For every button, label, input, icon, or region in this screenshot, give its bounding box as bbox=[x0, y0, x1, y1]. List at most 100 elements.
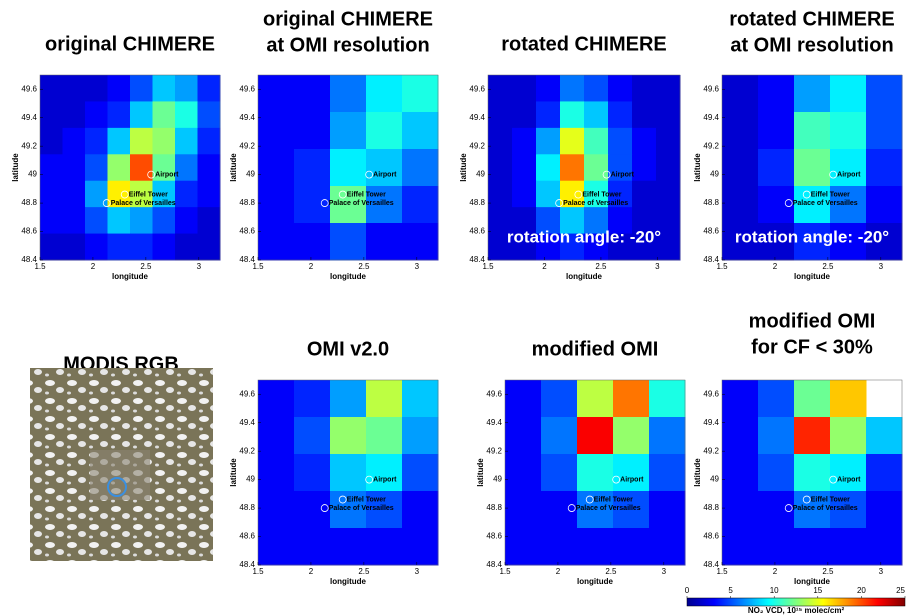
heat-cell bbox=[366, 528, 403, 566]
heat-cell bbox=[198, 128, 221, 155]
x-tick-label: 2.5 bbox=[595, 262, 607, 271]
x-tick-label: 2.5 bbox=[605, 567, 617, 576]
heat-cell bbox=[258, 112, 295, 150]
heat-cell bbox=[577, 528, 614, 566]
heat-cell bbox=[175, 181, 198, 208]
heat-cell bbox=[153, 101, 176, 128]
panel-title: modified OMI bbox=[749, 310, 876, 332]
panel-title: at OMI resolution bbox=[730, 34, 893, 56]
landmark-label: Eiffel Tower bbox=[347, 496, 386, 503]
heat-cell bbox=[40, 101, 63, 128]
x-tick-label: 2 bbox=[773, 262, 778, 271]
heat-cell bbox=[577, 380, 614, 418]
heat-cell bbox=[488, 101, 513, 128]
heat-cell bbox=[488, 154, 513, 181]
x-tick-label: 2 bbox=[91, 262, 96, 271]
x-tick-label: 2.5 bbox=[140, 262, 152, 271]
heat-cell bbox=[613, 380, 650, 418]
heat-cell bbox=[541, 528, 578, 566]
heat-cell bbox=[830, 417, 867, 455]
heat-cell bbox=[722, 380, 759, 418]
y-tick-label: 49.6 bbox=[239, 84, 255, 93]
heat-cell bbox=[794, 380, 831, 418]
heat-cell bbox=[584, 75, 609, 102]
heat-cell bbox=[108, 128, 131, 155]
x-axis-label: longitude bbox=[330, 272, 367, 281]
y-tick-label: 49 bbox=[476, 170, 485, 179]
heat-cell bbox=[649, 491, 686, 529]
heat-cell bbox=[656, 181, 681, 208]
colorbar-tick-label: 25 bbox=[896, 586, 905, 595]
heat-cell bbox=[541, 491, 578, 529]
heat-cell bbox=[722, 417, 759, 455]
heat-cell bbox=[866, 186, 903, 224]
heat-cell bbox=[613, 454, 650, 492]
heat-cell bbox=[294, 528, 331, 566]
heat-cell bbox=[198, 234, 221, 261]
heat-cell bbox=[63, 75, 86, 102]
heat-cell bbox=[294, 112, 331, 150]
x-tick-label: 3 bbox=[197, 262, 202, 271]
heat-cell bbox=[758, 417, 795, 455]
heat-cell bbox=[866, 112, 903, 150]
heat-cell bbox=[632, 181, 657, 208]
heat-cell bbox=[108, 207, 131, 234]
y-tick-label: 48.6 bbox=[703, 532, 719, 541]
annotation: rotation angle: -20° bbox=[507, 227, 661, 246]
x-tick-label: 2 bbox=[556, 567, 561, 576]
heat-cell bbox=[722, 75, 759, 113]
heat-cell bbox=[794, 112, 831, 150]
heat-cell bbox=[108, 234, 131, 261]
heat-cell bbox=[198, 154, 221, 181]
heat-cell bbox=[198, 181, 221, 208]
y-axis-label: latitude bbox=[11, 153, 20, 182]
heat-cell bbox=[649, 528, 686, 566]
heat-cell bbox=[153, 207, 176, 234]
heat-cell bbox=[584, 128, 609, 155]
y-tick-label: 49.4 bbox=[486, 418, 502, 427]
heat-cell bbox=[758, 75, 795, 113]
y-tick-label: 48.8 bbox=[469, 198, 485, 207]
landmark-label: Palace of Versailles bbox=[329, 200, 394, 207]
y-tick-label: 49.2 bbox=[703, 141, 719, 150]
y-tick-label: 49.2 bbox=[703, 446, 719, 455]
x-tick-label: 3 bbox=[879, 567, 884, 576]
heat-cell bbox=[577, 454, 614, 492]
heat-cell bbox=[541, 417, 578, 455]
panel-title: at OMI resolution bbox=[266, 34, 429, 56]
y-tick-label: 48.4 bbox=[486, 560, 502, 569]
colorbar-tick-label: 20 bbox=[857, 586, 866, 595]
heat-cell bbox=[175, 75, 198, 102]
y-axis-label: latitude bbox=[229, 153, 238, 182]
panel-title: original CHIMERE bbox=[263, 8, 433, 30]
heat-cell bbox=[85, 101, 108, 128]
panel-title: modified OMI bbox=[532, 338, 659, 360]
heat-cell bbox=[560, 75, 585, 102]
heat-cell bbox=[63, 234, 86, 261]
heat-cell bbox=[794, 75, 831, 113]
panel-title: rotated CHIMERE bbox=[501, 33, 667, 55]
landmark-label: Eiffel Tower bbox=[129, 191, 168, 198]
heat-cell bbox=[505, 454, 542, 492]
heat-cell bbox=[330, 380, 367, 418]
heat-cell bbox=[63, 207, 86, 234]
heat-cell bbox=[198, 75, 221, 102]
colorbar bbox=[687, 598, 905, 606]
heat-cell bbox=[402, 149, 439, 187]
heat-cell bbox=[402, 454, 439, 492]
heat-cell bbox=[722, 528, 759, 566]
heat-cell bbox=[175, 234, 198, 261]
y-tick-label: 49.2 bbox=[239, 446, 255, 455]
landmark-label: Eiffel Tower bbox=[811, 191, 850, 198]
x-axis-label: longitude bbox=[112, 272, 149, 281]
heat-cell bbox=[130, 75, 153, 102]
heat-cell bbox=[632, 75, 657, 102]
heat-cell bbox=[40, 234, 63, 261]
heat-cell bbox=[512, 101, 537, 128]
heat-cell bbox=[366, 417, 403, 455]
landmark-label: Palace of Versailles bbox=[793, 505, 858, 512]
landmark-label: Airport bbox=[611, 171, 635, 178]
heat-cell bbox=[608, 75, 633, 102]
heat-cell bbox=[536, 75, 561, 102]
heat-cell bbox=[40, 181, 63, 208]
